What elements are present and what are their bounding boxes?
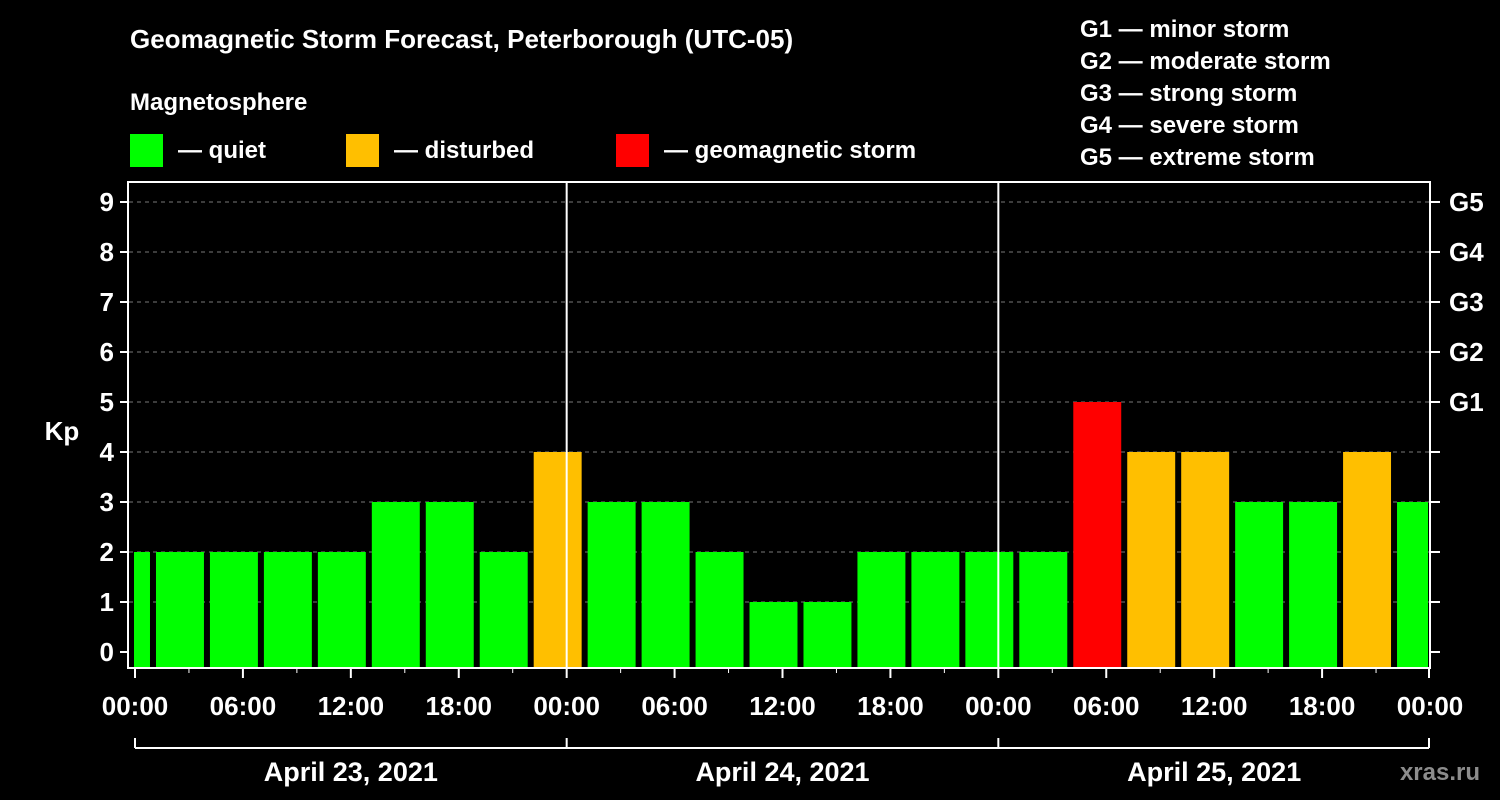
y-tick-label-9: 9 <box>100 187 114 217</box>
bar-13 <box>803 602 852 668</box>
y-axis-title: Kp <box>45 416 80 446</box>
bar-3 <box>263 552 312 668</box>
storm-scale-legend: G1 — minor storm G2 — moderate storm G3 … <box>1080 16 1331 171</box>
bar-19 <box>1127 452 1176 668</box>
bar-16 <box>965 552 1014 668</box>
x-tick-label-2: 12:00 <box>318 691 385 721</box>
y-tick-label-8: 8 <box>100 237 114 267</box>
storm-scale-g2: G2 — moderate storm <box>1080 48 1331 75</box>
x-tick-label-10: 12:00 <box>1181 691 1248 721</box>
watermark: xras.ru <box>1400 759 1480 786</box>
x-tick-label-1: 06:00 <box>210 691 277 721</box>
x-tick-label-3: 18:00 <box>426 691 493 721</box>
bar-24 <box>1397 502 1428 668</box>
legend-swatch-disturbed <box>346 134 379 167</box>
x-tick-label-11: 18:00 <box>1289 691 1356 721</box>
bars <box>134 402 1428 668</box>
y-tick-label-3: 3 <box>100 487 114 517</box>
day-label-1: April 24, 2021 <box>695 757 869 787</box>
storm-scale-g3: G3 — strong storm <box>1080 80 1297 107</box>
legend-label-storm: — geomagnetic storm <box>664 137 916 164</box>
bar-6 <box>425 502 474 668</box>
x-tick-label-0: 00:00 <box>102 691 169 721</box>
x-tick-label-5: 06:00 <box>641 691 708 721</box>
x-tick-label-12: 00:00 <box>1397 691 1464 721</box>
legend-swatch-quiet <box>130 134 163 167</box>
bar-9 <box>587 502 636 668</box>
bar-17 <box>1019 552 1068 668</box>
bar-2 <box>209 552 258 668</box>
legend-label-disturbed: — disturbed <box>394 137 534 164</box>
bar-22 <box>1289 502 1338 668</box>
bar-12 <box>749 602 798 668</box>
right-tick-label-g4: G4 <box>1449 237 1484 267</box>
day-label-0: April 23, 2021 <box>264 757 438 787</box>
y-tick-label-4: 4 <box>100 437 115 467</box>
storm-scale-g5: G5 — extreme storm <box>1080 144 1315 171</box>
bar-20 <box>1181 452 1230 668</box>
legend-swatch-storm <box>616 134 649 167</box>
x-tick-label-9: 06:00 <box>1073 691 1140 721</box>
x-tick-label-6: 12:00 <box>749 691 816 721</box>
right-tick-label-g1: G1 <box>1449 387 1484 417</box>
bar-15 <box>911 552 960 668</box>
bar-0 <box>134 552 150 668</box>
right-tick-label-g5: G5 <box>1449 187 1484 217</box>
y-tick-label-6: 6 <box>100 337 114 367</box>
bar-8 <box>533 452 582 668</box>
y-tick-label-2: 2 <box>100 537 114 567</box>
chart-title: Geomagnetic Storm Forecast, Peterborough… <box>130 24 793 54</box>
bar-14 <box>857 552 906 668</box>
x-tick-label-8: 00:00 <box>965 691 1032 721</box>
bar-4 <box>317 552 366 668</box>
magnetosphere-label: Magnetosphere <box>130 89 307 116</box>
bar-23 <box>1343 452 1392 668</box>
axes: 0 1 2 3 4 5 6 7 8 9 G1 G2 G3 G4 G5 00:00 06:00 12:00 18:00… <box>100 182 1484 787</box>
bar-7 <box>479 552 528 668</box>
x-tick-label-4: 00:00 <box>533 691 600 721</box>
storm-scale-g4: G4 — severe storm <box>1080 112 1299 139</box>
bar-10 <box>641 502 690 668</box>
right-tick-label-g2: G2 <box>1449 337 1484 367</box>
y-tick-label-0: 0 <box>100 637 114 667</box>
legend-label-quiet: — quiet <box>178 137 266 164</box>
y-tick-label-5: 5 <box>100 387 114 417</box>
x-tick-label-7: 18:00 <box>857 691 924 721</box>
day-label-2: April 25, 2021 <box>1127 757 1301 787</box>
storm-scale-g1: G1 — minor storm <box>1080 16 1289 43</box>
grid-lines <box>129 201 1429 603</box>
status-legend: — quiet — disturbed — geomagnetic storm <box>130 134 916 167</box>
bar-11 <box>695 552 744 668</box>
bar-5 <box>371 502 420 668</box>
y-tick-label-1: 1 <box>100 587 114 617</box>
bar-18 <box>1073 402 1122 668</box>
y-tick-label-7: 7 <box>100 287 114 317</box>
right-tick-label-g3: G3 <box>1449 287 1484 317</box>
plot-frame <box>127 181 1431 669</box>
bar-1 <box>155 552 204 668</box>
bar-21 <box>1235 502 1284 668</box>
